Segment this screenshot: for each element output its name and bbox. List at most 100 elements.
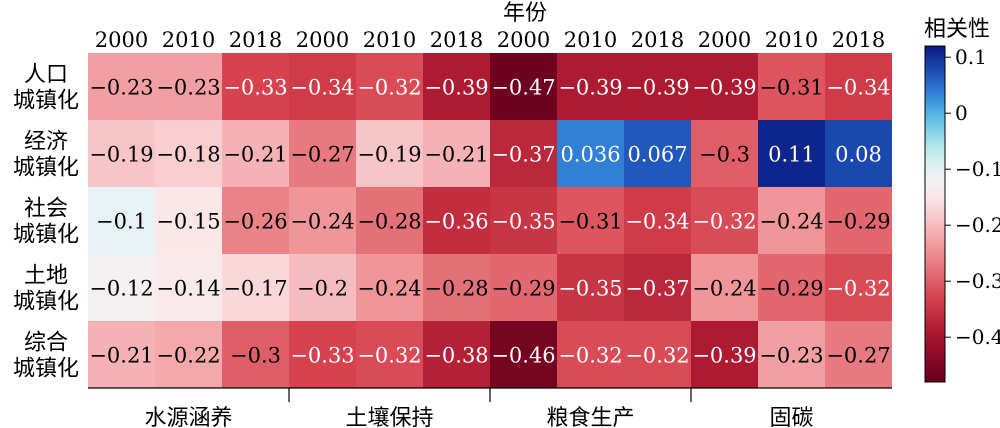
cell-value-label: −0.23: [759, 344, 823, 368]
year-tick-label: 2000: [95, 28, 148, 52]
heatmap-cell: [624, 53, 691, 120]
heatmap-cell: [222, 254, 289, 321]
heatmap-cell: [557, 53, 624, 120]
cell-value-label: −0.38: [424, 344, 488, 368]
heatmap-cells: −0.23 −0.23 −0.33 −0.34 −0.32 −0.39 −0.47 −0.39…: [88, 53, 892, 388]
cell-value-label: −0.26: [223, 210, 287, 234]
cell-value-label: −0.24: [290, 210, 354, 234]
cell-value-label: −0.32: [625, 344, 689, 368]
cell-value-label: −0.37: [491, 143, 555, 167]
cell-value-label: −0.33: [223, 76, 287, 100]
heatmap-cell: [490, 187, 557, 254]
colorbar-tick-label: 0: [955, 101, 968, 125]
year-tick-labels: 2000 2010 2018 2000 2010 2018 2000 2010 2018 2000…: [95, 28, 885, 52]
cell-value-label: −0.39: [625, 76, 689, 100]
cell-value-label: −0.32: [826, 277, 890, 301]
cell-value-label: −0.31: [759, 76, 823, 100]
heatmap-cell: [88, 187, 155, 254]
row-label: 人口城镇化: [13, 63, 79, 114]
heatmap-cell: [758, 321, 825, 388]
heatmap-cell: [356, 120, 423, 187]
heatmap-cell: [356, 187, 423, 254]
heatmap-cell: [825, 321, 892, 388]
heatmap-cell: [691, 321, 758, 388]
cell-value-label: −0.24: [357, 277, 421, 301]
heatmap-cell: [155, 321, 222, 388]
year-tick-label: 2000: [698, 28, 751, 52]
heatmap-cell: [155, 254, 222, 321]
cell-value-label: −0.18: [156, 143, 220, 167]
row-label: 土地城镇化: [13, 264, 79, 315]
cell-value-label: −0.27: [826, 344, 890, 368]
heatmap-cell: [691, 120, 758, 187]
heatmap-cell: [557, 321, 624, 388]
heatmap-cell: [490, 321, 557, 388]
cell-value-label: −0.23: [156, 76, 220, 100]
cell-value-label: −0.36: [424, 210, 488, 234]
heatmap-cell: [222, 120, 289, 187]
heatmap-cell: [490, 254, 557, 321]
year-tick-label: 2000: [497, 28, 550, 52]
heatmap-cell: [557, 187, 624, 254]
cell-value-label: −0.29: [759, 277, 823, 301]
heatmap-cell: [490, 53, 557, 120]
cell-value-label: −0.39: [424, 76, 488, 100]
cell-value-label: −0.2: [297, 277, 348, 301]
cell-value-label: −0.32: [357, 76, 421, 100]
cell-value-label: −0.1: [96, 210, 147, 234]
year-tick-label: 2010: [363, 28, 416, 52]
cell-value-label: −0.32: [558, 344, 622, 368]
heatmap-cell: [155, 187, 222, 254]
cell-value-label: −0.19: [357, 143, 421, 167]
cell-value-label: −0.39: [692, 76, 756, 100]
year-tick-label: 2010: [564, 28, 617, 52]
cell-value-label: −0.32: [692, 210, 756, 234]
cell-value-label: −0.27: [290, 143, 354, 167]
colorbar: 0.1 0 −0.1 −0.2 −0.3 −0.4: [924, 45, 1000, 383]
heatmap-cell: [356, 53, 423, 120]
cell-value-label: −0.12: [89, 277, 153, 301]
heatmap-cell: [423, 120, 490, 187]
heatmap-cell: [825, 120, 892, 187]
row-label: 综合城镇化: [13, 331, 79, 382]
heatmap-cell: [691, 53, 758, 120]
heatmap-cell: [624, 321, 691, 388]
cell-value-label: −0.33: [290, 344, 354, 368]
group-label: 固碳: [769, 406, 813, 428]
heatmap-cell: [222, 53, 289, 120]
heatmap-cell: [356, 321, 423, 388]
year-tick-label: 2018: [631, 28, 684, 52]
cell-value-label: −0.35: [491, 210, 555, 234]
heatmap-cell: [289, 187, 356, 254]
cell-value-label: −0.34: [625, 210, 689, 234]
cell-value-label: −0.14: [156, 277, 220, 301]
cell-value-label: 0.11: [768, 143, 815, 167]
heatmap-cell: [758, 187, 825, 254]
group-axis: 水源涵养 土壤保持 粮食生产 固碳: [88, 387, 892, 428]
heatmap-cell: [691, 187, 758, 254]
heatmap-cell: [825, 254, 892, 321]
heatmap-cell: [423, 321, 490, 388]
year-tick-label: 2000: [296, 28, 349, 52]
heatmap-cell: [88, 254, 155, 321]
cell-value-label: −0.37: [625, 277, 689, 301]
cell-value-label: −0.3: [699, 143, 750, 167]
heatmap-cell: [557, 120, 624, 187]
colorbar-tick-label: −0.2: [955, 213, 1000, 237]
cell-value-label: −0.34: [826, 76, 890, 100]
heatmap-cell: [423, 187, 490, 254]
heatmap-cell: [222, 187, 289, 254]
cell-value-label: −0.15: [156, 210, 220, 234]
cell-value-label: −0.31: [558, 210, 622, 234]
cell-value-label: −0.39: [558, 76, 622, 100]
cell-value-label: −0.28: [357, 210, 421, 234]
cell-value-label: −0.39: [692, 344, 756, 368]
heatmap-cell: [289, 321, 356, 388]
row-label: 经济城镇化: [13, 130, 79, 181]
heatmap-cell: [758, 53, 825, 120]
cell-value-label: −0.35: [558, 277, 622, 301]
colorbar-tick-label: −0.4: [955, 325, 1000, 349]
cell-value-label: −0.47: [491, 76, 555, 100]
